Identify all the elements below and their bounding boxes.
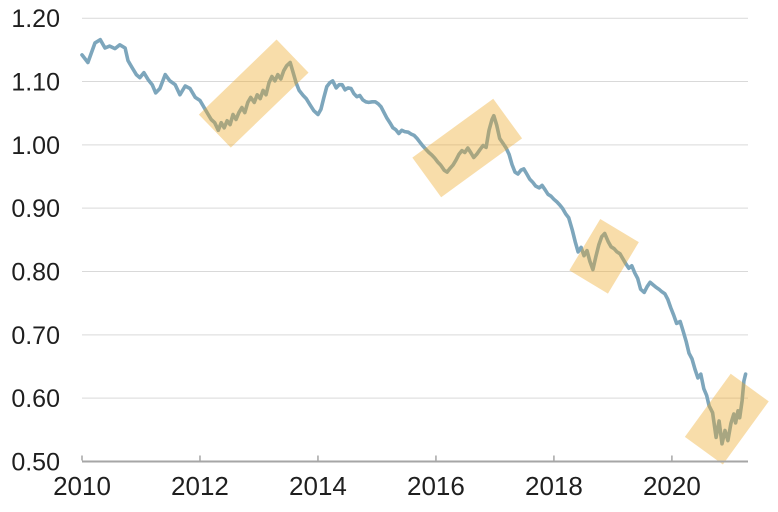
price-line <box>80 37 748 446</box>
y-tick-label: 0.70 <box>11 322 60 350</box>
highlight-2020-2021 <box>684 373 769 465</box>
y-tick-label: 1.10 <box>11 69 60 97</box>
highlight-2018 <box>569 218 639 294</box>
y-tick-label: 1.20 <box>11 5 60 33</box>
x-tick-label: 2020 <box>643 471 701 501</box>
x-tick-label: 2016 <box>407 471 465 501</box>
y-tick-label: 0.80 <box>11 259 60 287</box>
highlight-2016 <box>412 98 523 198</box>
x-tick-label: 2010 <box>53 471 111 501</box>
y-tick-label: 0.90 <box>11 195 60 223</box>
x-tick-label: 2012 <box>171 471 229 501</box>
x-tick-label: 2018 <box>525 471 583 501</box>
x-tick-label: 2014 <box>289 471 347 501</box>
y-tick-label: 1.00 <box>11 132 60 160</box>
y-tick-label: 0.60 <box>11 385 60 413</box>
highlight-2012-2013 <box>198 39 309 148</box>
y-tick-label: 0.50 <box>11 449 60 477</box>
